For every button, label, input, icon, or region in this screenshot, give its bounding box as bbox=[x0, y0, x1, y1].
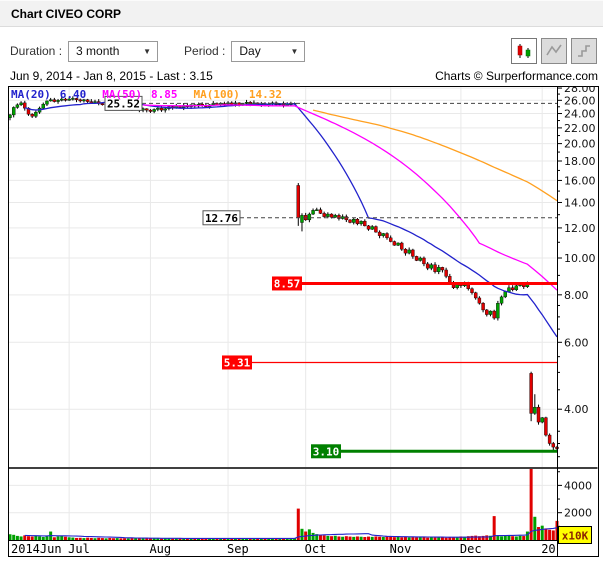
info-row: Jun 9, 2014 - Jan 8, 2015 - Last : 3.15 … bbox=[10, 69, 598, 83]
chevron-down-icon: ▼ bbox=[290, 46, 299, 56]
svg-text:Dec: Dec bbox=[460, 542, 482, 556]
step-chart-icon bbox=[578, 45, 590, 57]
svg-text:3.10: 3.10 bbox=[313, 445, 340, 458]
duration-value: 3 month bbox=[76, 44, 120, 58]
svg-text:Aug: Aug bbox=[149, 542, 171, 556]
date-range-text: Jun 9, 2014 - Jan 8, 2015 - Last : 3.15 bbox=[10, 69, 213, 83]
step-chart-button[interactable] bbox=[571, 38, 597, 64]
period-select[interactable]: Day ▼ bbox=[231, 40, 306, 62]
svg-text:Jul: Jul bbox=[68, 542, 90, 556]
svg-text:12.00: 12.00 bbox=[564, 222, 596, 235]
svg-text:Oct: Oct bbox=[305, 542, 327, 556]
chart-frame bbox=[8, 86, 599, 557]
price-annotations: 25.52 12.76 8.57 5.31 3.10 bbox=[104, 95, 557, 459]
volume-unit-badge: x10K bbox=[558, 526, 592, 544]
credit-text: Charts © Surperformance.com bbox=[435, 69, 598, 83]
svg-text:4000: 4000 bbox=[564, 479, 592, 492]
svg-text:2014Jun: 2014Jun bbox=[11, 542, 62, 556]
svg-text:28.00: 28.00 bbox=[564, 86, 596, 95]
svg-text:26.00: 26.00 bbox=[564, 94, 596, 107]
svg-text:Nov: Nov bbox=[390, 542, 412, 556]
svg-text:4.00: 4.00 bbox=[564, 403, 589, 416]
volume-ma-line bbox=[24, 527, 558, 539]
svg-text:12.76: 12.76 bbox=[205, 212, 238, 225]
svg-text:24.00: 24.00 bbox=[564, 108, 596, 121]
duration-label: Duration : bbox=[10, 44, 63, 58]
svg-text:25.52: 25.52 bbox=[107, 97, 140, 110]
date-axis: 2014Jun Jul Aug Sep Oct Nov Dec 2015 bbox=[11, 542, 570, 556]
title-bar: Chart CIVEO CORP bbox=[0, 0, 603, 27]
candlestick-chart-button[interactable] bbox=[511, 38, 537, 64]
line-chart-button[interactable] bbox=[541, 38, 567, 64]
svg-text:6.00: 6.00 bbox=[564, 336, 589, 349]
gridlines bbox=[9, 87, 556, 540]
svg-text:2000: 2000 bbox=[564, 507, 592, 520]
period-value: Day bbox=[239, 44, 261, 58]
svg-text:18.00: 18.00 bbox=[564, 155, 596, 168]
svg-text:Sep: Sep bbox=[227, 542, 249, 556]
candlestick-icon bbox=[517, 44, 531, 58]
svg-text:22.00: 22.00 bbox=[564, 122, 596, 135]
svg-text:5.31: 5.31 bbox=[224, 356, 251, 369]
svg-text:8.00: 8.00 bbox=[564, 289, 589, 302]
svg-text:2015: 2015 bbox=[541, 542, 570, 556]
page-title: Chart CIVEO CORP bbox=[11, 7, 122, 21]
ma-line bbox=[312, 109, 558, 202]
line-chart-icon bbox=[546, 44, 562, 56]
chart-area: 25.52 12.76 8.57 5.31 3.10 28.00 26.00 24.00 22.… bbox=[0, 86, 603, 557]
svg-text:16.00: 16.00 bbox=[564, 174, 596, 187]
volume-bars bbox=[8, 469, 559, 540]
svg-text:10.00: 10.00 bbox=[564, 252, 596, 265]
ma-line bbox=[143, 104, 558, 291]
price-volume-chart[interactable]: 25.52 12.76 8.57 5.31 3.10 28.0026.0024.0022.… bbox=[0, 86, 603, 557]
chevron-down-icon: ▼ bbox=[143, 46, 152, 56]
period-label: Period : bbox=[184, 44, 226, 58]
controls-row: Duration : 3 month ▼ Period : Day ▼ bbox=[0, 36, 597, 66]
chart-type-buttons bbox=[511, 38, 597, 64]
duration-select[interactable]: 3 month ▼ bbox=[68, 40, 159, 62]
svg-text:x10K: x10K bbox=[562, 530, 589, 543]
svg-text:8.57: 8.57 bbox=[274, 277, 301, 290]
svg-text:20.00: 20.00 bbox=[564, 138, 596, 151]
svg-text:14.00: 14.00 bbox=[564, 196, 596, 209]
